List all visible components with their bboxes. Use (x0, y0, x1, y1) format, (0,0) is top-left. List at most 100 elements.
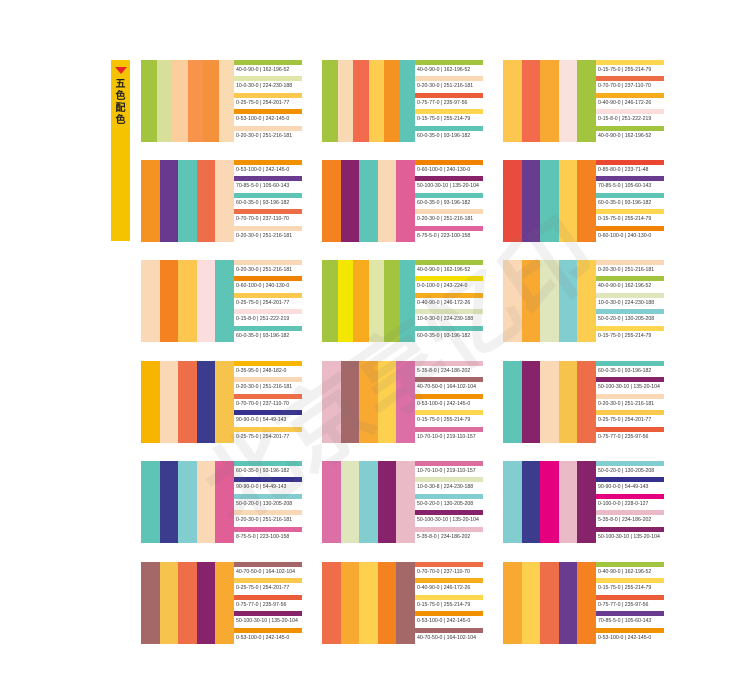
color-code-row: 0-70-70-0 | 237-110-70 (415, 562, 487, 578)
color-swatch-bar (415, 510, 483, 516)
color-code-row: 0-75-77-0 | 235-97-56 (234, 594, 306, 611)
color-swatch-bar (234, 426, 302, 432)
color-code-text: 0-40-90-0 | 162-196-52 (598, 569, 652, 575)
color-code-text: 10-70-10-0 | 219-110-157 (417, 433, 476, 440)
color-code-text: 0-53-100-0 | 242-145-0 (417, 618, 471, 625)
color-swatch-bar (596, 325, 664, 331)
color-swatch-bar (596, 627, 664, 633)
color-swatch-bar (415, 562, 483, 567)
color-code-row: 0-15-75-0 | 255-214-79 (596, 60, 668, 76)
color-swatch-bar (415, 377, 483, 383)
color-code-text: 90-90-0-0 | 54-49-143 (236, 417, 287, 424)
color-code-row: 60-0-35-0 | 93-196-182 (415, 192, 487, 209)
color-code-row: 10-0-30-0 | 224-230-188 (596, 292, 668, 309)
color-code-text: 8-75-5-0 | 223-100-158 (236, 533, 290, 540)
color-code-row: 0-15-75-0 | 255-214-79 (415, 594, 487, 611)
color-code-list: 50-0-20-0 | 130-205-208 90-90-0-0 | 54-49… (596, 461, 668, 543)
color-swatch-bar (596, 76, 664, 82)
color-stripes (322, 562, 415, 644)
color-stripe (399, 60, 415, 142)
color-code-text: 0-40-90-0 | 246-172-26 (417, 585, 471, 592)
color-code-text: 0-25-75-0 | 254-201-77 (236, 585, 290, 592)
color-code-row: 0-20-30-0 | 251-216-181 (234, 125, 306, 142)
color-code-text: 0-0-100-0 | 243-224-0 (417, 283, 468, 290)
color-code-row: 0-20-30-0 | 251-216-181 (596, 260, 668, 276)
color-code-text: 0-70-70-0 | 237-110-70 (236, 216, 289, 223)
color-code-list: 0-35-95-0 | 248-182-0 0-20-30-0 | 251-216… (234, 361, 306, 443)
color-code-row: 0-20-30-0 | 251-216-181 (234, 377, 306, 393)
color-code-row: 40-0-90-0 | 162-196-52 (234, 60, 306, 76)
color-code-text: 50-100-30-10 | 135-20-104 (417, 183, 479, 190)
color-swatch-bar (596, 594, 664, 600)
color-swatch-bar (596, 393, 664, 399)
color-stripe (558, 160, 578, 242)
color-code-text: 0-20-30-0 | 251-216-181 (417, 216, 474, 223)
color-stripe (178, 461, 197, 543)
color-code-text: 60-0-35-0 | 93-196-182 (236, 468, 290, 474)
color-code-row: 0-20-30-0 | 251-216-181 (234, 510, 306, 526)
color-code-row: 70-85-5-0 | 105-60-143 (596, 176, 668, 192)
color-code-text: 5-35-8-0 | 234-186-202 (417, 533, 471, 540)
color-code-list: 40-70-50-0 | 164-102-104 0-25-75-0 | 254-… (234, 562, 306, 644)
color-code-text: 0-15-75-0 | 255-214-79 (598, 67, 652, 73)
color-code-list: 40-0-90-0 | 162-196-52 0-20-30-0 | 251-21… (415, 60, 487, 142)
color-stripe (359, 461, 378, 543)
color-stripe (178, 160, 197, 242)
palette-card: 0-60-100-0 | 240-130-0 50-100-30-10 | 135… (322, 160, 487, 242)
color-code-row: 0-85-80-0 | 233-71-48 (596, 160, 668, 176)
color-stripe (353, 60, 369, 142)
color-stripe (141, 260, 160, 342)
color-stripe (521, 361, 541, 443)
color-swatch-bar (234, 461, 302, 466)
color-code-text: 0-53-100-0 | 242-145-0 (236, 116, 290, 123)
color-stripe (558, 260, 578, 342)
color-stripe (577, 461, 596, 543)
color-code-row: 10-0-30-0 | 224-230-188 (234, 76, 306, 92)
color-code-text: 0-35-95-0 | 248-182-0 (236, 368, 287, 374)
color-stripe (159, 562, 179, 644)
color-swatch-bar (596, 176, 664, 182)
color-swatch-bar (234, 276, 302, 282)
color-stripe (503, 60, 522, 142)
color-code-list: 60-0-35-0 | 93-196-182 50-100-30-10 | 135… (596, 361, 668, 443)
color-code-row: 0-53-100-0 | 242-145-0 (234, 109, 306, 125)
color-stripe (159, 361, 179, 443)
color-stripe (141, 60, 157, 142)
color-swatch-bar (415, 276, 483, 282)
palette-card: 0-70-70-0 | 237-110-70 0-40-90-0 | 246-17… (322, 562, 487, 644)
color-swatch-bar (234, 160, 302, 165)
palette-card: 60-0-35-0 | 93-196-182 90-90-0-0 | 54-49-… (141, 461, 306, 543)
color-code-text: 0-15-75-0 | 255-214-79 (417, 116, 471, 123)
color-code-text: 5-35-8-0 | 234-186-202 (417, 368, 471, 374)
color-code-row: 40-0-90-0 | 162-196-52 (596, 125, 668, 142)
color-stripe (340, 361, 360, 443)
color-swatch-bar (596, 276, 664, 282)
color-swatch-bar (596, 192, 664, 198)
palette-card: 0-85-80-0 | 233-71-48 70-85-5-0 | 105-60-… (503, 160, 668, 242)
color-code-list: 40-0-90-0 | 162-196-52 10-0-30-0 | 224-23… (234, 60, 306, 142)
color-code-row: 70-85-5-0 | 105-60-143 (596, 611, 668, 627)
color-code-row: 0-35-95-0 | 248-182-0 (234, 361, 306, 377)
color-code-text: 0-15-75-0 | 255-214-79 (417, 417, 471, 424)
color-swatch-bar (415, 225, 483, 231)
color-stripe (340, 160, 360, 242)
color-stripe (368, 60, 384, 142)
color-stripes (322, 160, 415, 242)
color-swatch-bar (234, 361, 302, 366)
color-code-text: 0-70-70-0 | 237-110-70 (236, 400, 289, 407)
color-code-text: 0-40-90-0 | 246-172-26 (598, 99, 652, 106)
color-swatch-bar (596, 611, 664, 617)
color-code-text: 0-75-77-0 | 235-97-56 (598, 601, 649, 608)
color-code-text: 8-75-5-0 | 223-100-158 (417, 232, 471, 239)
color-swatch-bar (415, 410, 483, 416)
color-swatch-bar (234, 209, 302, 215)
color-code-row: 50-0-20-0 | 130-205-208 (234, 493, 306, 510)
color-stripe (196, 562, 216, 644)
color-stripes (503, 562, 596, 644)
color-swatch-bar (415, 192, 483, 198)
color-stripe (503, 562, 522, 644)
color-code-text: 50-0-20-0 | 130-205-208 (598, 468, 655, 474)
color-code-text: 0-15-75-0 | 255-214-79 (417, 601, 471, 608)
color-swatch-bar (415, 426, 483, 432)
color-swatch-bar (234, 125, 302, 131)
